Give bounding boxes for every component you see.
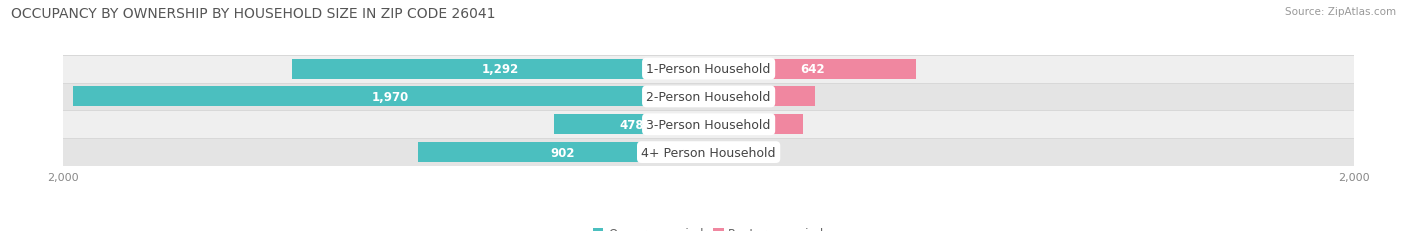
Text: 642: 642 — [800, 63, 824, 76]
Text: OCCUPANCY BY OWNERSHIP BY HOUSEHOLD SIZE IN ZIP CODE 26041: OCCUPANCY BY OWNERSHIP BY HOUSEHOLD SIZE… — [11, 7, 496, 21]
Text: 902: 902 — [551, 146, 575, 159]
Bar — [63, 139, 1354, 166]
Bar — [709, 143, 766, 162]
Bar — [709, 87, 815, 107]
Text: 1-Person Household: 1-Person Household — [647, 63, 770, 76]
Text: 2-Person Household: 2-Person Household — [647, 91, 770, 103]
Bar — [63, 83, 1354, 111]
Text: 291: 291 — [744, 118, 768, 131]
Text: 478: 478 — [619, 118, 644, 131]
Bar — [73, 87, 709, 107]
Bar — [63, 111, 1354, 139]
Bar — [418, 143, 709, 162]
Text: 3-Person Household: 3-Person Household — [647, 118, 770, 131]
Text: 4+ Person Household: 4+ Person Household — [641, 146, 776, 159]
Bar — [709, 59, 915, 79]
Bar — [709, 115, 803, 135]
Text: Source: ZipAtlas.com: Source: ZipAtlas.com — [1285, 7, 1396, 17]
Legend: Owner-occupied, Renter-occupied: Owner-occupied, Renter-occupied — [593, 227, 824, 231]
Text: 1,970: 1,970 — [373, 91, 409, 103]
Text: 330: 330 — [749, 91, 775, 103]
Text: 1,292: 1,292 — [481, 63, 519, 76]
Bar — [291, 59, 709, 79]
Bar — [63, 55, 1354, 83]
Bar — [554, 115, 709, 135]
Text: 178: 178 — [725, 146, 749, 159]
